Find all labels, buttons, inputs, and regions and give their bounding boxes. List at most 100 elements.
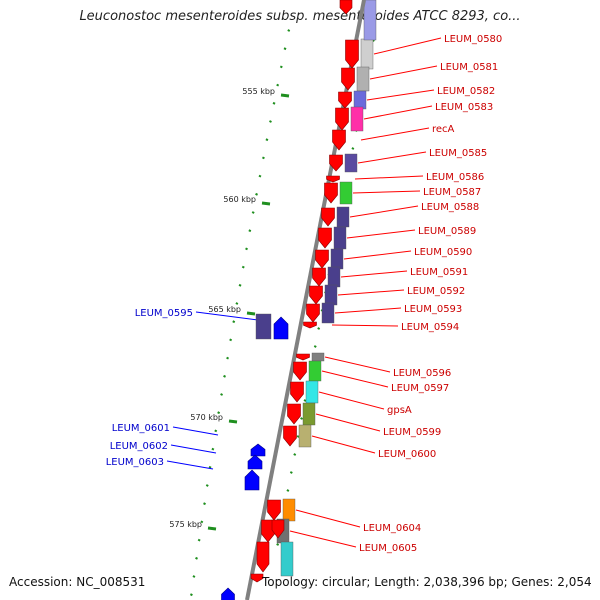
major-tick xyxy=(228,419,238,424)
scale-tick-label: 555 kbp xyxy=(242,87,275,96)
reverse-gene-arrow xyxy=(250,443,266,457)
forward-gene-label: LEUM_0594 xyxy=(401,322,459,333)
minor-tick xyxy=(203,502,206,506)
minor-tick xyxy=(232,320,236,324)
minor-tick xyxy=(303,399,307,402)
minor-tick xyxy=(189,593,193,597)
label-leader-line xyxy=(363,105,433,120)
label-leader-line xyxy=(346,229,416,239)
label-leader-line xyxy=(357,151,427,164)
cog-bar xyxy=(336,206,350,228)
forward-gene-label: LEUM_0605 xyxy=(359,543,417,554)
cog-bar xyxy=(311,352,325,362)
major-tick xyxy=(261,201,271,206)
minor-tick xyxy=(279,65,283,69)
label-leader-line xyxy=(289,530,357,548)
label-leader-line xyxy=(366,89,435,101)
minor-tick xyxy=(205,484,209,487)
minor-tick xyxy=(235,302,239,305)
gene-arrows-layer xyxy=(221,0,359,600)
forward-gene-arrow xyxy=(335,107,349,131)
minor-tick xyxy=(255,192,259,196)
forward-gene-label: LEUM_0593 xyxy=(404,304,462,315)
minor-tick xyxy=(313,345,317,348)
minor-tick xyxy=(287,29,291,32)
forward-gene-arrow xyxy=(303,321,317,329)
minor-tick xyxy=(283,47,287,51)
reverse-gene-arrow xyxy=(244,469,260,491)
minor-tick xyxy=(258,174,262,178)
cog-bar xyxy=(333,226,347,250)
cog-bar xyxy=(353,90,367,110)
label-leader-line xyxy=(360,127,430,141)
minor-tick xyxy=(248,229,252,233)
cog-bar xyxy=(350,106,364,132)
forward-gene-arrow xyxy=(321,207,335,227)
cog-bar xyxy=(360,38,374,70)
cog-bar xyxy=(330,248,344,270)
minor-tick xyxy=(220,393,224,396)
reverse-gene-label: LEUM_0602 xyxy=(110,441,168,452)
forward-gene-label: LEUM_0596 xyxy=(393,368,451,379)
minor-tick xyxy=(351,147,355,150)
label-leader-line xyxy=(337,289,405,296)
forward-gene-label: LEUM_0604 xyxy=(363,523,421,534)
cog-bar xyxy=(327,266,341,288)
label-leader-line xyxy=(295,509,361,528)
reverse-gene-arrow xyxy=(221,587,235,600)
label-leader-line xyxy=(340,270,408,278)
label-leader-line xyxy=(318,391,385,410)
forward-gene-label: LEUM_0592 xyxy=(407,286,465,297)
minor-tick xyxy=(200,520,204,524)
label-leader-line xyxy=(166,460,214,470)
forward-gene-arrow xyxy=(283,425,297,447)
label-leader-line xyxy=(352,190,421,194)
cog-bar xyxy=(344,153,358,173)
cog-bar xyxy=(356,66,370,92)
major-tick xyxy=(246,311,256,316)
minor-tick xyxy=(276,543,280,546)
forward-gene-label: LEUM_0588 xyxy=(421,202,479,213)
forward-gene-arrow xyxy=(312,267,326,287)
forward-gene-arrow xyxy=(309,285,323,305)
forward-gene-label: gpsA xyxy=(387,405,412,416)
scale-tick-label: 560 kbp xyxy=(223,195,256,204)
forward-gene-arrow xyxy=(345,39,359,69)
forward-gene-label: LEUM_0590 xyxy=(414,247,472,258)
label-leader-line xyxy=(321,370,389,388)
cog-bar xyxy=(280,541,294,577)
label-leader-line xyxy=(170,444,217,454)
label-leader-line xyxy=(324,356,391,373)
forward-gene-arrow xyxy=(290,381,304,403)
forward-gene-label: LEUM_0581 xyxy=(440,62,498,73)
forward-gene-label: LEUM_0599 xyxy=(383,427,441,438)
label-leader-line xyxy=(331,324,399,327)
cog-bar xyxy=(305,380,319,404)
forward-gene-arrow xyxy=(318,227,332,249)
minor-tick xyxy=(272,101,276,105)
minor-tick xyxy=(226,356,230,360)
label-leader-line xyxy=(354,175,424,180)
cog-bar xyxy=(302,402,316,426)
minor-tick xyxy=(265,138,269,142)
minor-tick xyxy=(195,556,198,560)
minor-tick xyxy=(289,471,293,474)
minor-tick xyxy=(241,265,245,269)
minor-tick xyxy=(192,575,196,578)
forward-gene-arrow xyxy=(341,67,355,91)
cog-bar xyxy=(255,313,272,340)
label-leader-line xyxy=(172,426,219,436)
topology-label: Topology: circular; Length: 2,038,396 bp… xyxy=(262,575,592,589)
forward-gene-arrow xyxy=(338,91,352,109)
minor-tick xyxy=(251,211,255,214)
reverse-gene-label: LEUM_0601 xyxy=(112,423,170,434)
forward-gene-arrow xyxy=(306,303,320,323)
cog-bar xyxy=(308,360,322,382)
forward-gene-label: LEUM_0600 xyxy=(378,449,436,460)
scale-tick-label: 565 kbp xyxy=(208,305,241,314)
reverse-gene-label: LEUM_0603 xyxy=(106,457,164,468)
cog-bar xyxy=(298,424,312,448)
cog-bar xyxy=(339,181,353,205)
minor-tick xyxy=(276,83,280,87)
cog-bar xyxy=(363,0,377,41)
